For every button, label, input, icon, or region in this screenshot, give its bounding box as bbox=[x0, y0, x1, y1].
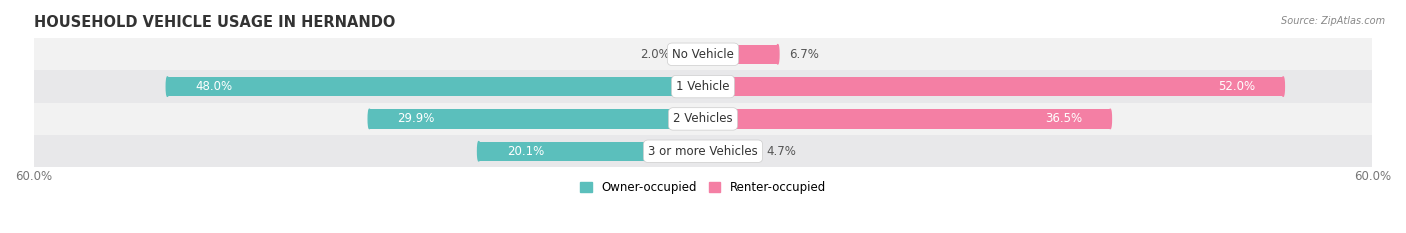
Text: Source: ZipAtlas.com: Source: ZipAtlas.com bbox=[1281, 16, 1385, 26]
Text: 36.5%: 36.5% bbox=[1045, 112, 1083, 125]
Bar bbox=[703, 77, 1284, 96]
Text: 6.7%: 6.7% bbox=[789, 48, 818, 61]
Text: 2.0%: 2.0% bbox=[640, 48, 669, 61]
Bar bbox=[34, 70, 1372, 103]
Bar bbox=[681, 45, 703, 64]
Legend: Owner-occupied, Renter-occupied: Owner-occupied, Renter-occupied bbox=[579, 181, 827, 194]
Bar bbox=[370, 109, 703, 129]
Text: 48.0%: 48.0% bbox=[195, 80, 232, 93]
Ellipse shape bbox=[679, 45, 682, 64]
Ellipse shape bbox=[368, 109, 371, 129]
Ellipse shape bbox=[754, 141, 756, 161]
Text: 4.7%: 4.7% bbox=[766, 145, 796, 158]
Bar bbox=[703, 109, 1111, 129]
Ellipse shape bbox=[1282, 77, 1285, 96]
Ellipse shape bbox=[478, 141, 479, 161]
Ellipse shape bbox=[166, 77, 169, 96]
Bar bbox=[478, 141, 703, 161]
Ellipse shape bbox=[776, 45, 779, 64]
Text: HOUSEHOLD VEHICLE USAGE IN HERNANDO: HOUSEHOLD VEHICLE USAGE IN HERNANDO bbox=[34, 15, 395, 30]
Bar bbox=[167, 77, 703, 96]
Bar bbox=[703, 45, 778, 64]
Bar bbox=[34, 135, 1372, 167]
Text: No Vehicle: No Vehicle bbox=[672, 48, 734, 61]
Text: 29.9%: 29.9% bbox=[398, 112, 434, 125]
Text: 3 or more Vehicles: 3 or more Vehicles bbox=[648, 145, 758, 158]
Ellipse shape bbox=[1109, 109, 1112, 129]
Text: 20.1%: 20.1% bbox=[506, 145, 544, 158]
Bar bbox=[34, 38, 1372, 70]
Text: 1 Vehicle: 1 Vehicle bbox=[676, 80, 730, 93]
Bar bbox=[703, 141, 755, 161]
Text: 52.0%: 52.0% bbox=[1218, 80, 1256, 93]
Bar bbox=[34, 103, 1372, 135]
Text: 2 Vehicles: 2 Vehicles bbox=[673, 112, 733, 125]
